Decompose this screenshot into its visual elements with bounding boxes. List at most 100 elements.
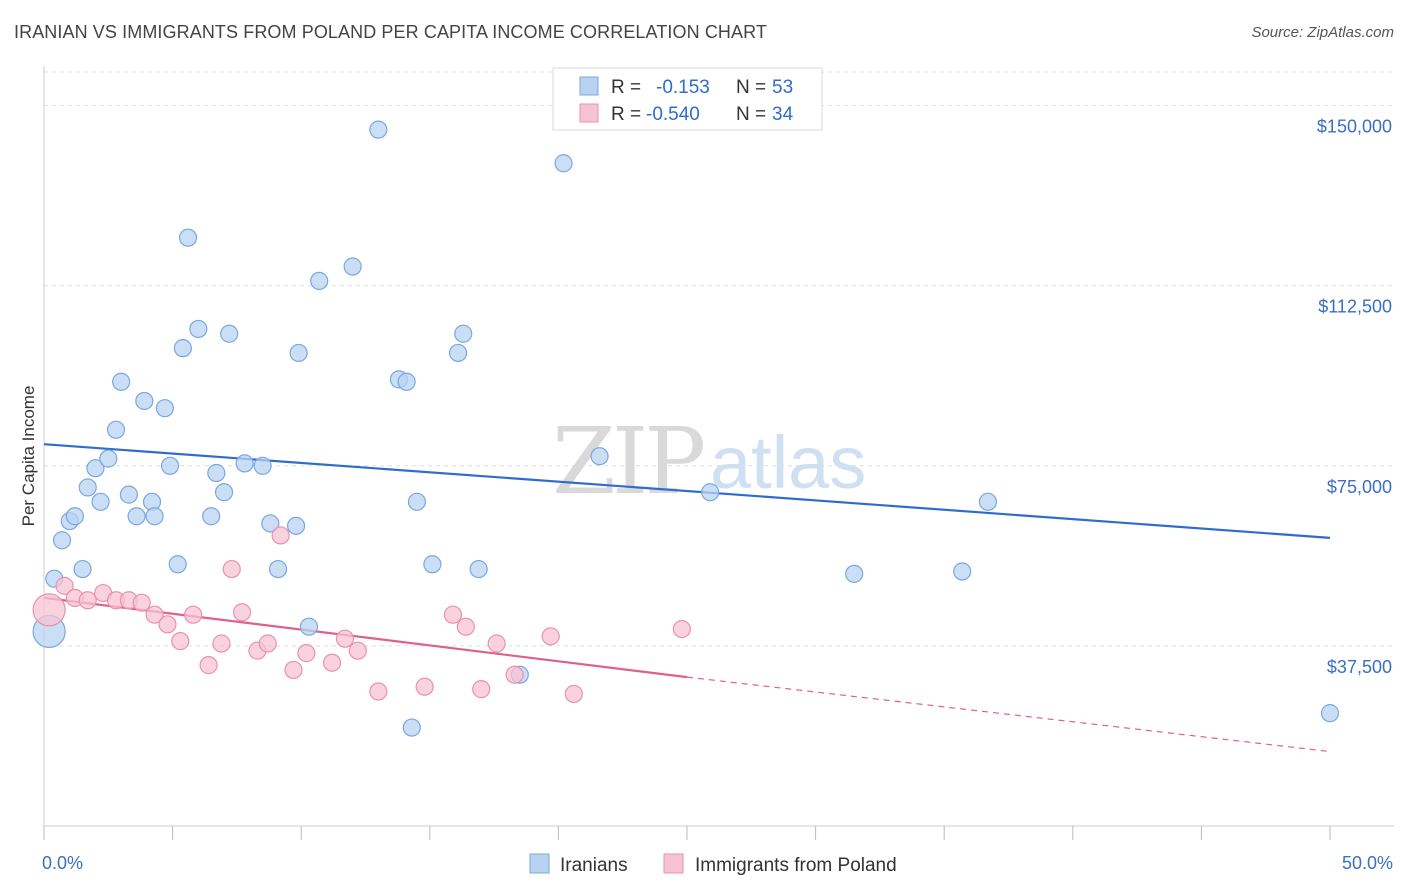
poland-point	[158, 615, 177, 634]
poland-point	[171, 632, 190, 651]
iranians-point	[202, 507, 221, 526]
iranians-point	[402, 718, 421, 737]
poland-point	[472, 680, 491, 699]
y-tick-label: $150,000	[1317, 117, 1392, 137]
poland-point	[232, 603, 252, 622]
chart-title: IRANIAN VS IMMIGRANTS FROM POLAND PER CA…	[14, 22, 767, 42]
iranians-point	[369, 120, 388, 139]
y-axis-title: Per Capita Income	[19, 386, 38, 527]
stats-legend: R = -0.153 N = 53 R = -0.540 N = 34	[552, 67, 823, 131]
y-tick-label: $37,500	[1327, 657, 1392, 677]
poland-point	[55, 576, 74, 595]
poland-point	[541, 627, 560, 646]
poland-point	[184, 605, 203, 624]
series-legend-label-iranians: Iranians	[560, 855, 628, 876]
iranians-point	[220, 324, 239, 343]
data-points	[32, 120, 1340, 737]
poland-point	[132, 593, 151, 612]
stats-legend-n-label-iranians: N =	[736, 77, 766, 98]
iranians-point	[286, 516, 306, 535]
poland-point	[487, 634, 506, 653]
stats-legend-r-label-poland: R =	[611, 104, 641, 125]
iranians-point	[469, 559, 488, 579]
poland-point	[212, 634, 231, 653]
iranians-point	[189, 319, 208, 339]
iranians-point	[119, 485, 138, 504]
poland-point	[335, 629, 355, 648]
poland-point	[297, 644, 316, 663]
iranians-point	[214, 483, 234, 502]
x-tick-labels: 0.0% 50.0%	[42, 853, 1393, 873]
iranians-point	[289, 343, 308, 363]
stats-legend-swatch-poland	[579, 103, 599, 123]
poland-point	[505, 665, 524, 684]
poland-point	[322, 653, 342, 672]
y-tick-label: $112,500	[1318, 297, 1392, 317]
poland-point	[78, 591, 97, 610]
iranians-point	[343, 257, 362, 276]
iranians-point	[73, 559, 92, 579]
poland-point	[199, 656, 218, 675]
source-credit: Source: ZipAtlas.com	[1251, 24, 1394, 41]
iranians-point	[78, 478, 97, 497]
iranians-point	[160, 456, 180, 475]
series-legend: Iranians Immigrants from Poland	[529, 853, 897, 876]
iranians-point	[454, 324, 473, 343]
iranians-point	[407, 492, 427, 511]
iranians-point	[91, 492, 110, 511]
iranians-point	[953, 562, 972, 581]
poland-point	[369, 682, 388, 701]
poland-point	[284, 660, 303, 680]
x-tick-label: 0.0%	[42, 853, 83, 873]
watermark-atlas: atlas	[710, 421, 866, 504]
stats-legend-r-value-iranians: -0.153	[656, 77, 710, 98]
series-legend-label-poland: Immigrants from Poland	[695, 855, 897, 876]
poland-point	[672, 619, 691, 639]
iranians-point	[1320, 704, 1340, 723]
iranians-point	[112, 372, 131, 391]
iranians-point	[310, 271, 329, 291]
iranians-point	[178, 228, 198, 247]
series-legend-swatch-iranians	[529, 853, 550, 874]
poland-point	[443, 605, 463, 624]
watermark-zip: ZIP	[552, 408, 703, 515]
poland-point	[564, 684, 583, 704]
stats-legend-r-label-iranians: R =	[611, 77, 641, 98]
iranians-point	[268, 559, 288, 579]
x-tick-label: 50.0%	[1342, 853, 1393, 873]
iranians-point	[590, 447, 609, 466]
iranians-point	[99, 449, 118, 468]
iranians-point	[845, 564, 864, 583]
watermark: ZIP atlas	[552, 408, 866, 515]
stats-legend-r-value-poland: -0.540	[646, 104, 700, 125]
iranians-point	[423, 555, 442, 574]
stats-legend-n-value-iranians: 53	[772, 77, 793, 98]
poland-point	[415, 677, 434, 696]
iranians-point	[155, 399, 174, 418]
y-tick-label: $75,000	[1327, 477, 1392, 497]
iranians-point	[207, 463, 226, 483]
series-legend-swatch-poland	[663, 853, 684, 874]
trend-lines	[43, 443, 1331, 753]
stats-legend-n-value-poland: 34	[772, 104, 794, 125]
axes	[43, 66, 1394, 840]
iranians-point	[52, 531, 72, 550]
y-tick-labels: $37,500 $75,000 $112,500 $150,000	[1317, 117, 1392, 677]
iranians-point	[127, 507, 146, 526]
poland-point	[145, 605, 164, 624]
iranians-point	[235, 454, 254, 473]
iranians-point	[397, 372, 416, 391]
iranians-point	[168, 555, 187, 574]
iranians-point	[261, 514, 280, 533]
iranians-point	[554, 154, 573, 173]
stats-legend-n-label-poland: N =	[736, 104, 766, 125]
iranians-point	[65, 507, 84, 526]
iranians-point	[106, 420, 126, 439]
iranians-point	[145, 507, 164, 526]
iranians-point	[86, 459, 105, 478]
iranians-point	[173, 339, 192, 358]
iranians-point	[701, 483, 720, 502]
poland-point	[348, 641, 367, 660]
iranians-point	[448, 343, 468, 363]
